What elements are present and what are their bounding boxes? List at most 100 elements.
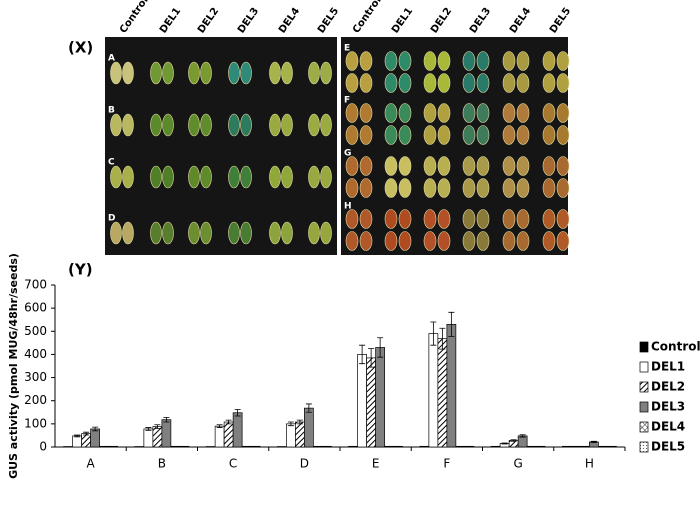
- seed: [542, 209, 556, 229]
- error-bar: [501, 442, 508, 445]
- seed: [437, 51, 451, 71]
- error-bar: [305, 403, 312, 413]
- bar: [366, 357, 376, 448]
- error-bar: [154, 424, 161, 429]
- error-bar: [296, 419, 303, 425]
- legend-label: DEL3: [651, 400, 685, 414]
- seed: [437, 231, 451, 251]
- column-header: DEL1: [158, 6, 183, 36]
- bar: [526, 445, 537, 448]
- bar: [170, 445, 181, 448]
- seed: [188, 221, 200, 245]
- y-tick-label: 400: [24, 347, 47, 361]
- bar: [250, 445, 261, 448]
- seed: [359, 156, 373, 176]
- error-bar: [359, 344, 366, 365]
- seed: [162, 113, 174, 137]
- seed: [240, 221, 252, 245]
- seed: [462, 178, 476, 198]
- seed: [308, 61, 320, 85]
- seed: [516, 178, 530, 198]
- seed: [542, 73, 556, 93]
- seed: [502, 73, 516, 93]
- seed: [269, 221, 281, 245]
- seed: [423, 51, 437, 71]
- seed: [345, 103, 359, 123]
- seed: [110, 113, 122, 137]
- column-header: DEL4: [277, 6, 302, 36]
- seed: [502, 51, 516, 71]
- bar: [295, 421, 305, 448]
- seed: [542, 125, 556, 145]
- x-tick-label: D: [300, 457, 309, 471]
- row-label: C: [108, 158, 115, 168]
- bar: [455, 445, 466, 448]
- seed: [398, 103, 412, 123]
- seed: [423, 209, 437, 229]
- seed: [200, 165, 212, 189]
- seed: [462, 209, 476, 229]
- seed: [476, 178, 490, 198]
- error-bar: [439, 327, 446, 350]
- bar: [214, 425, 225, 448]
- row-label: F: [344, 96, 350, 106]
- legend-label: DEL5: [651, 440, 685, 454]
- column-header: DEL2: [429, 6, 454, 36]
- row-label: D: [108, 214, 115, 224]
- seed: [359, 51, 373, 71]
- seed: [476, 51, 490, 71]
- seed: [462, 73, 476, 93]
- panel-label: (X): [68, 39, 93, 57]
- error-bar: [74, 434, 81, 438]
- row-label: G: [344, 149, 351, 159]
- seed: [359, 73, 373, 93]
- legend-label: Control: [651, 340, 700, 354]
- seed: [110, 165, 122, 189]
- seed: [437, 156, 451, 176]
- bar: [223, 421, 234, 448]
- bar: [428, 333, 439, 448]
- seed: [516, 103, 530, 123]
- legend-swatch: [639, 341, 649, 353]
- seed: [281, 113, 293, 137]
- seed: [542, 103, 556, 123]
- bar: [348, 445, 358, 448]
- seed: [502, 231, 516, 251]
- x-tick-label: C: [229, 457, 237, 471]
- seed: [188, 61, 200, 85]
- seed: [556, 103, 570, 123]
- seed: [398, 231, 412, 251]
- seed: [122, 165, 134, 189]
- seed: [462, 231, 476, 251]
- seed: [359, 103, 373, 123]
- error-bar: [145, 427, 152, 431]
- error-bar: [368, 348, 375, 368]
- seed: [384, 51, 398, 71]
- seed: [188, 113, 200, 137]
- panel-label: (Y): [68, 261, 93, 279]
- bar: [580, 445, 590, 448]
- row-label: E: [344, 44, 350, 54]
- bar: [143, 428, 154, 448]
- seed: [269, 165, 281, 189]
- seed: [359, 178, 373, 198]
- x-tick-label: H: [585, 457, 594, 471]
- seed: [556, 156, 570, 176]
- photo-left: [105, 37, 337, 255]
- seed: [462, 125, 476, 145]
- y-tick-label: 700: [24, 278, 47, 292]
- y-tick-label: 200: [24, 393, 47, 407]
- seed: [516, 209, 530, 229]
- seed: [240, 113, 252, 137]
- bar: [535, 445, 546, 448]
- seed: [398, 125, 412, 145]
- seed: [308, 113, 320, 137]
- seed: [516, 231, 530, 251]
- seed: [398, 209, 412, 229]
- bar: [419, 445, 430, 448]
- error-bar: [448, 311, 455, 337]
- bar: [152, 426, 163, 448]
- column-header: Control: [118, 0, 151, 35]
- bar: [322, 445, 332, 448]
- seed: [542, 51, 556, 71]
